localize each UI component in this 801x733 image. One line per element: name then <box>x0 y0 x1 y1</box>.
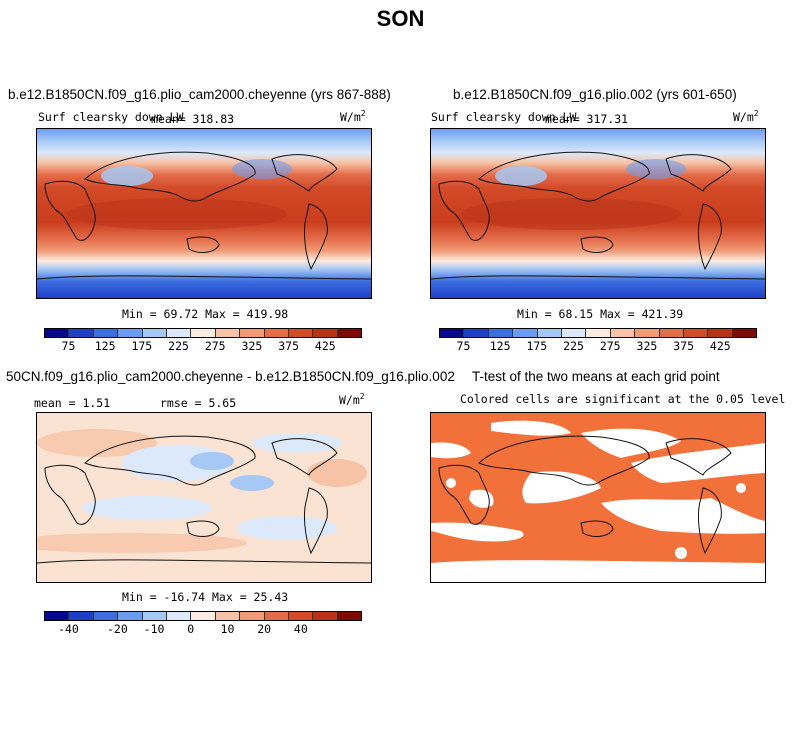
panel1-colorbar-color-box <box>118 329 143 337</box>
panel1-colorbar-color-box <box>264 329 289 337</box>
panel1-colorbar-color-box <box>288 329 314 337</box>
figure-title: SON <box>376 6 425 31</box>
panel1-colorbar-tick-label: 175 <box>131 339 153 353</box>
panel1-colorbar-color-box <box>45 329 70 337</box>
panel3-colorbar-color-box <box>215 612 241 620</box>
panel1-mean: mean= 318.83 <box>151 112 235 126</box>
panel3-colorbar-tick-label: 0 <box>187 622 195 636</box>
panel3-colorbar-color-box <box>45 612 70 620</box>
panel1-colorbar-color-box <box>215 329 241 337</box>
panel2-colorbar-color-box <box>586 329 611 337</box>
panel2-colorbar-color-box <box>537 329 562 337</box>
panel1-colorbar-tick-label: 325 <box>241 339 263 353</box>
panel2-colorbar-color-box <box>659 329 684 337</box>
panel1-colorbar-tick-label: 275 <box>204 339 226 353</box>
panel1-variable: Surf clearsky down LW <box>38 110 184 124</box>
panel2-colorbar-tick-label: 325 <box>636 339 658 353</box>
panel2-colorbar-color-box <box>683 329 709 337</box>
panel3-colorbar-color-box <box>93 612 119 620</box>
panel2-colorbar-color-box <box>513 329 538 337</box>
panel2-mean: mean= 317.31 <box>545 112 629 126</box>
panel3-colorbar-tick-label: 40 <box>293 622 308 636</box>
panel1-minmax: Min = 69.72 Max = 419.98 <box>122 307 289 321</box>
panel3-colorbar-color-box <box>191 612 216 620</box>
panel3-colorbar-color-box <box>118 612 143 620</box>
panel2-map <box>430 128 766 299</box>
panel2-colorbar-color-box <box>610 329 636 337</box>
panel2-colorbar-tick-label: 175 <box>526 339 548 353</box>
panel2-colorbar-tick-label: 375 <box>673 339 694 353</box>
panel2-units: W/m2 <box>733 109 759 124</box>
panel3-colorbar-tick-label: 10 <box>220 622 235 636</box>
panel3-map <box>36 412 372 583</box>
panel3-colorbar-ticks: -40 -20 -10 0 10 20 40 <box>44 622 362 636</box>
panel2-title: b.e12.B1850CN.f09_g16.plio.002 (yrs 601-… <box>453 87 737 102</box>
panel3-colorbar-color-box <box>142 612 167 620</box>
panel1-colorbar-color-box <box>337 329 362 337</box>
panel3-minmax: Min = -16.74 Max = 25.43 <box>122 590 289 604</box>
panel2-colorbar-color-box <box>488 329 514 337</box>
panel2-colorbar-tick-label: 225 <box>563 339 584 353</box>
panel4-title: T-test of the two means at each grid poi… <box>472 369 720 384</box>
panel1-map <box>36 128 372 299</box>
panel1-colorbar-tick-label: 375 <box>278 339 299 353</box>
panel1-colorbar-color-box <box>69 329 94 337</box>
panel2-variable: Surf clearsky down LW <box>431 110 577 124</box>
panel1-colorbar-tick-label: 225 <box>168 339 189 353</box>
panel3-colorbar-tick-label: -40 <box>58 622 79 636</box>
panel3-units: W/m2 <box>339 392 365 407</box>
panel3-colorbar-color-box <box>240 612 265 620</box>
panel3-colorbar-color-box <box>337 612 362 620</box>
panel2-colorbar-tick-label: 125 <box>489 339 511 353</box>
panel2-colorbar-color-box <box>708 329 733 337</box>
panel1-colorbar-tick-label: 75 <box>61 339 76 353</box>
panel1-colorbar-color-box <box>93 329 119 337</box>
panel3-mean: mean = 1.51 <box>34 396 111 410</box>
panel2-colorbar-color-box <box>635 329 660 337</box>
panel3-colorbar-color-box <box>166 612 192 620</box>
panel3-colorbar-color-box <box>288 612 314 620</box>
panel3-rmse: rmse = 5.65 <box>160 396 237 410</box>
panel1-title: b.e12.B1850CN.f09_g16.plio_cam2000.cheye… <box>8 87 391 102</box>
panel2-colorbar-ticks: 75 125 175 225 275 325 375 425 <box>439 339 757 353</box>
panel1-colorbar <box>44 328 362 338</box>
panel2-colorbar-color-box <box>561 329 587 337</box>
panel4-subtitle: Colored cells are significant at the 0.0… <box>460 392 786 406</box>
panel4-map <box>430 412 766 583</box>
panel1-units: W/m2 <box>340 109 366 124</box>
panel2-colorbar-color-box <box>464 329 489 337</box>
panel3-colorbar-tick-label: -20 <box>106 622 128 636</box>
panel3-colorbar-color-box <box>313 612 338 620</box>
panel2-colorbar-color-box <box>732 329 757 337</box>
panel2-colorbar-tick-label: 425 <box>709 339 731 353</box>
panel1-colorbar-ticks: 75 125 175 225 275 325 375 425 <box>44 339 362 353</box>
panel2-colorbar-tick-label: 75 <box>456 339 471 353</box>
panel3-colorbar <box>44 611 362 621</box>
panel1-colorbar-color-box <box>142 329 167 337</box>
panel1-colorbar-color-box <box>191 329 216 337</box>
panel3-title: 50CN.f09_g16.plio_cam2000.cheyenne - b.e… <box>6 369 455 384</box>
panel2-colorbar-tick-label: 275 <box>599 339 621 353</box>
panel1-colorbar-tick-label: 125 <box>94 339 116 353</box>
panel3-colorbar-tick-label: -10 <box>143 622 165 636</box>
panel1-colorbar-color-box <box>166 329 192 337</box>
panel3-colorbar-tick-label: 20 <box>257 622 272 636</box>
panel1-colorbar-color-box <box>313 329 338 337</box>
panel3-colorbar-color-box <box>69 612 94 620</box>
panel1-colorbar-tick-label: 425 <box>314 339 336 353</box>
panel2-colorbar-color-box <box>440 329 465 337</box>
panel2-colorbar <box>439 328 757 338</box>
panel2-minmax: Min = 68.15 Max = 421.39 <box>517 307 684 321</box>
panel1-colorbar-color-box <box>240 329 265 337</box>
panel3-colorbar-color-box <box>264 612 289 620</box>
